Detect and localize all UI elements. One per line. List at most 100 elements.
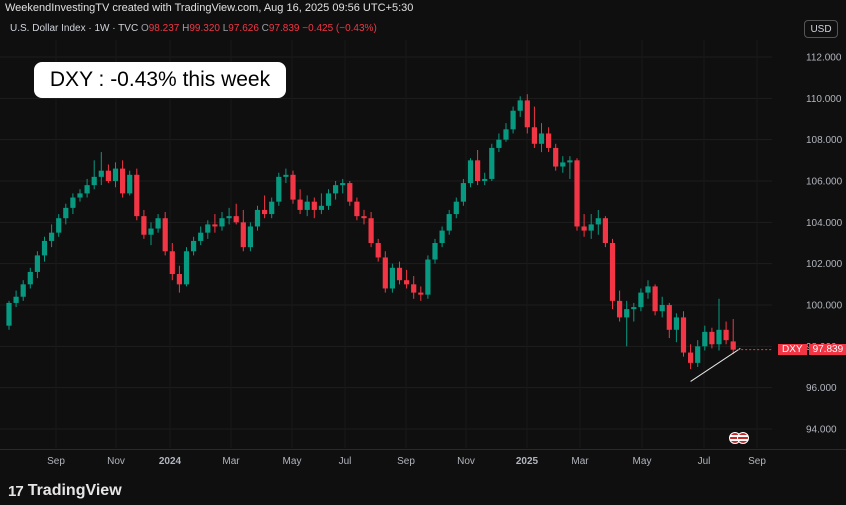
candle-body: [254, 209, 261, 227]
candle-body: [602, 218, 608, 243]
candle-body: [375, 243, 381, 258]
candle-body: [311, 201, 317, 210]
weekly-change-callout: DXY : -0.43% this week: [34, 62, 286, 98]
candle-body: [20, 284, 26, 297]
price-tag-value: 97.839: [808, 344, 846, 356]
close-value: 97.839: [268, 23, 300, 34]
currency-button[interactable]: USD: [804, 20, 838, 38]
candle-body: [219, 218, 225, 227]
candle-body: [730, 341, 736, 350]
candle-body: [581, 226, 587, 231]
candle-body: [382, 257, 388, 289]
candle-body: [105, 170, 111, 181]
y-tick-label: 100.000: [806, 301, 843, 312]
candle-body: [191, 240, 197, 252]
x-tick-label: Sep: [748, 456, 766, 467]
x-tick-label: May: [283, 456, 302, 467]
x-tick-label: 2025: [516, 456, 539, 467]
candle-body: [702, 331, 708, 347]
candle-body: [77, 193, 83, 198]
last-price-tag: DXY 97.839: [778, 342, 846, 357]
candle-body: [162, 218, 168, 252]
candle-body: [553, 147, 559, 167]
open-value: 98.237: [148, 23, 180, 34]
candle-body: [112, 168, 119, 181]
y-tick-label: 110.000: [806, 94, 842, 105]
y-tick-label: 104.000: [806, 218, 843, 229]
candle-body: [318, 205, 324, 210]
high-value: 99.320: [189, 23, 220, 34]
candle-body: [354, 201, 360, 217]
candle-body: [148, 228, 154, 235]
candle-body: [84, 185, 90, 194]
symbol-name[interactable]: U.S. Dollar Index · 1W · TVC: [10, 23, 139, 34]
candle-body: [531, 127, 537, 144]
candle-body: [134, 174, 140, 217]
candle-body: [212, 224, 218, 227]
candle-body: [98, 170, 104, 177]
candle-body: [645, 286, 651, 293]
candle-body: [638, 292, 644, 308]
candle-body: [560, 162, 566, 167]
x-tick-label: Nov: [457, 456, 475, 467]
candle-body: [411, 284, 417, 293]
candle-body: [233, 216, 239, 223]
y-tick-label: 108.000: [806, 135, 843, 146]
candle-body: [176, 274, 182, 285]
y-tick-label: 102.000: [806, 259, 843, 270]
candle-body: [13, 296, 19, 303]
price-tag-symbol: DXY: [778, 344, 807, 356]
candle-body: [404, 280, 410, 285]
candle-body: [688, 352, 694, 363]
x-tick-label: May: [633, 456, 652, 467]
x-tick-label: 2024: [159, 456, 182, 467]
candle-body: [127, 174, 133, 194]
candle-body: [63, 207, 69, 219]
candle-body: [276, 176, 282, 202]
candle-body: [333, 185, 339, 194]
candle-body: [588, 224, 594, 231]
candle-body: [439, 230, 445, 243]
us-flags-icon[interactable]: [729, 432, 753, 444]
y-tick-label: 112.000: [806, 53, 842, 64]
symbol-legend: U.S. Dollar Index · 1W · TVC O98.237 H99…: [10, 22, 377, 36]
candle-body: [247, 226, 253, 248]
low-value: 97.626: [228, 23, 259, 34]
candle-body: [496, 139, 502, 148]
tradingview-brand-name: TradingView: [27, 482, 122, 499]
candle-body: [41, 240, 48, 256]
us-flag-icon: [737, 432, 749, 444]
candle-body: [673, 317, 679, 330]
candle-body: [510, 110, 516, 130]
low-label: L: [222, 23, 229, 34]
candle-body: [120, 168, 126, 194]
candle-body: [325, 193, 332, 206]
candle-body: [595, 218, 601, 225]
trendline: [690, 347, 741, 382]
candle-body: [709, 331, 715, 345]
candle-body: [574, 160, 580, 227]
candle-body: [652, 286, 658, 312]
candle-body: [304, 201, 310, 210]
candle-body: [538, 133, 545, 144]
candle-body: [27, 271, 33, 285]
candle-body: [340, 183, 346, 186]
candle-body: [453, 201, 459, 215]
candle-body: [91, 176, 97, 186]
chart-header: WeekendInvestingTV created with TradingV…: [5, 2, 414, 14]
candle-body: [198, 232, 204, 241]
candle-body: [262, 209, 268, 215]
candle-body: [70, 197, 76, 208]
candle-body: [368, 218, 374, 243]
candle-body: [631, 307, 637, 310]
candle-body: [524, 100, 530, 128]
candle-body: [446, 214, 452, 231]
candle-body: [695, 346, 701, 363]
tradingview-branding[interactable]: 17 TradingView: [8, 482, 122, 500]
candle-body: [183, 251, 190, 285]
time-axis-divider: [0, 449, 846, 450]
candle-body: [567, 160, 573, 163]
candle-body: [432, 243, 438, 260]
x-tick-label: Sep: [47, 456, 65, 467]
